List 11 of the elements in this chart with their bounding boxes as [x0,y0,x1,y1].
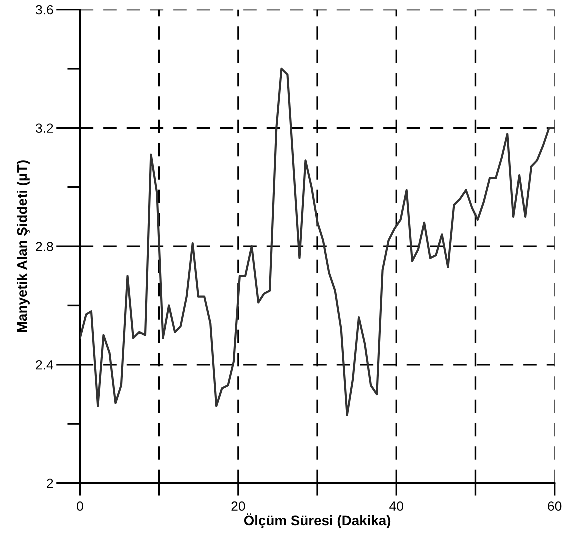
y-tick-label: 2.8 [36,242,54,252]
y-axis-title: Manyetik Alan Şiddeti (μT) [17,160,30,332]
x-tick-label: 0 [77,502,84,512]
y-tick-label: 3.2 [36,124,54,134]
x-tick-label: 20 [232,502,246,512]
y-tick-label: 3.6 [36,5,54,15]
y-tick-label: 2.4 [36,360,54,370]
x-axis-title: Ölçüm Süresi (Dakika) [244,514,391,528]
y-tick-label: 2 [47,478,54,488]
x-tick-label: 60 [548,502,562,512]
x-tick-label: 40 [390,502,404,512]
